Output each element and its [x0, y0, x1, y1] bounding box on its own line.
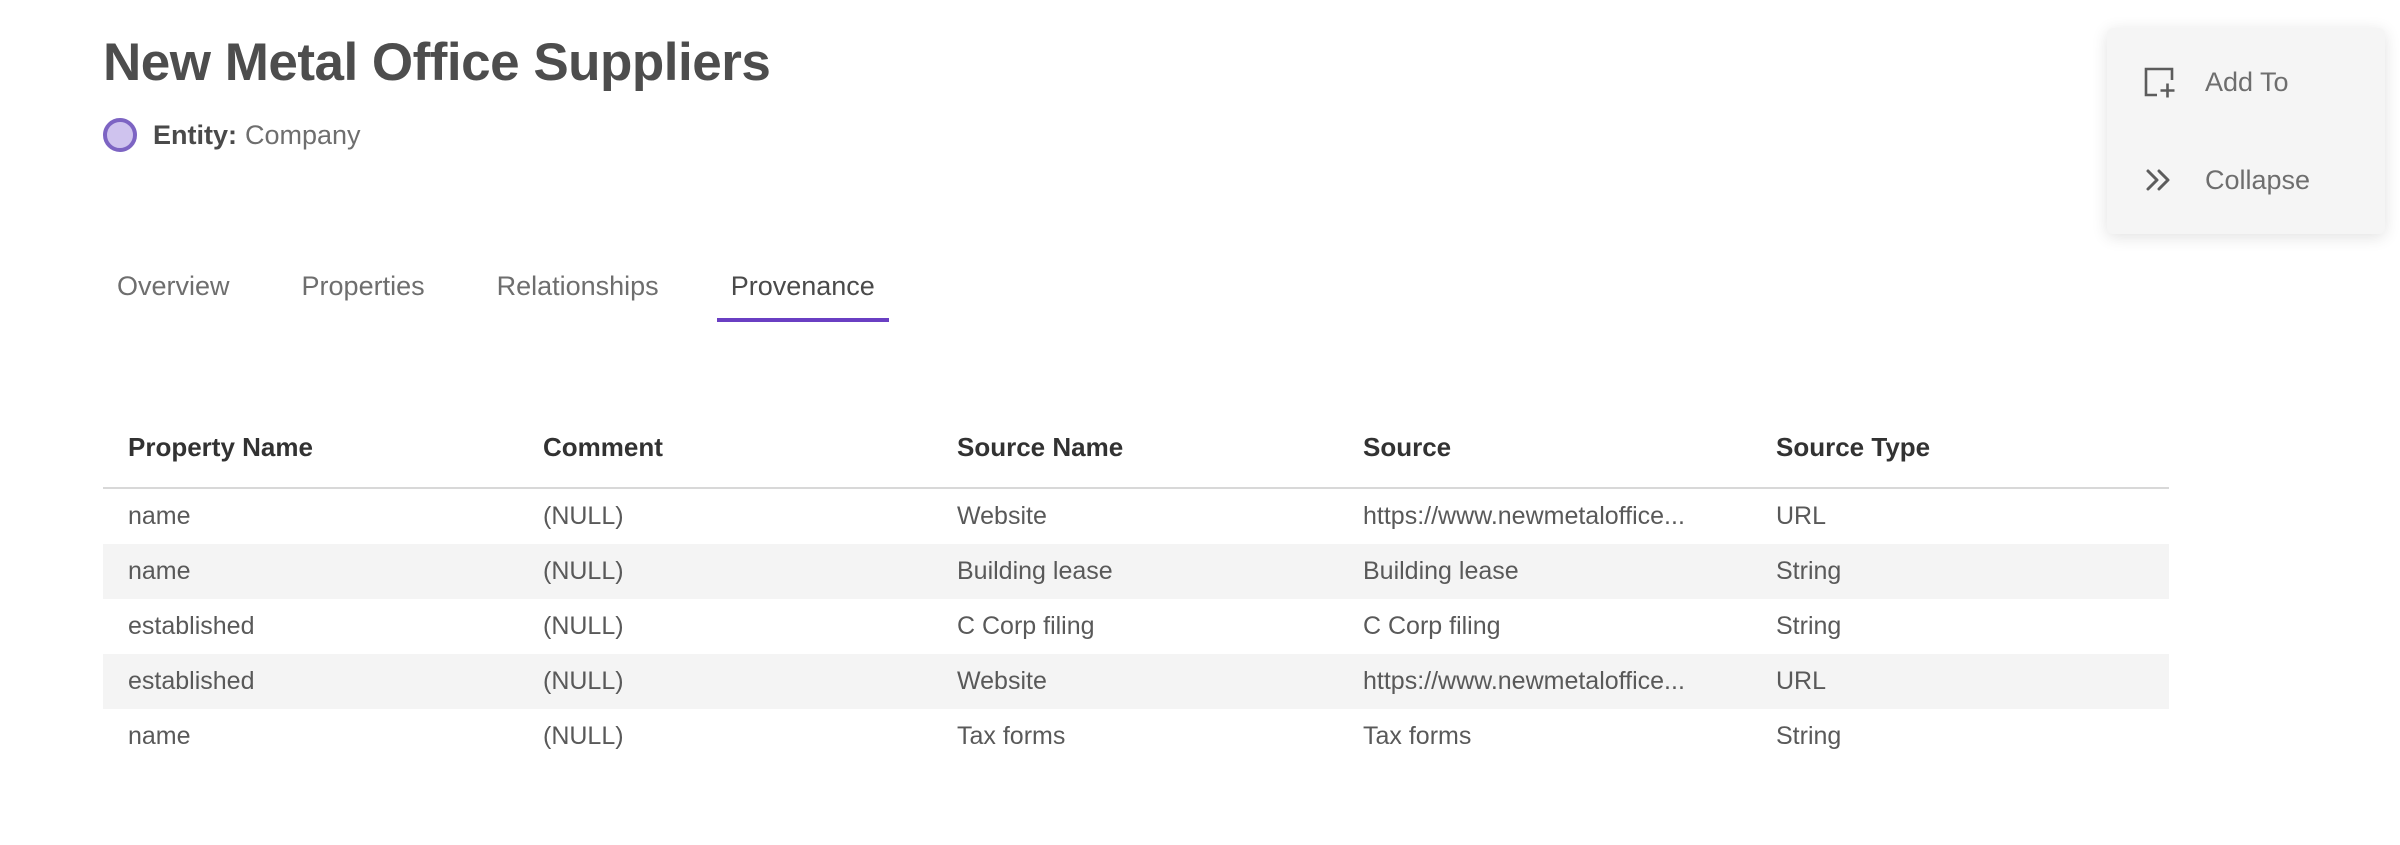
- cell-source-name: Tax forms: [957, 722, 1066, 750]
- provenance-table: Property Name Comment Source Name Source…: [103, 432, 2169, 764]
- entity-type-value: Company: [245, 119, 361, 150]
- cell-comment: (NULL): [543, 722, 624, 750]
- cell-source: C Corp filing: [1363, 612, 1501, 640]
- entity-detail-page: New Metal Office Suppliers Entity: Compan…: [103, 28, 2400, 764]
- tab-overview[interactable]: Overview: [117, 271, 230, 301]
- page-title: New Metal Office Suppliers: [103, 33, 771, 92]
- add-to-button[interactable]: Add To: [2141, 64, 2385, 100]
- column-header-source-type: Source Type: [1776, 432, 1931, 462]
- cell-comment: (NULL): [543, 612, 624, 640]
- tab-provenance[interactable]: Provenance: [716, 271, 889, 322]
- cell-comment: (NULL): [543, 667, 624, 695]
- add-to-label: Add To: [2205, 66, 2289, 97]
- double-chevron-right-icon: [2141, 162, 2177, 198]
- entity-label: Entity:: [153, 119, 237, 150]
- table-row[interactable]: established (NULL) Website https://www.n…: [103, 654, 2169, 709]
- cell-source-name: Building lease: [957, 557, 1113, 585]
- cell-source-name: Website: [957, 502, 1047, 530]
- cell-source: Building lease: [1363, 557, 1519, 585]
- cell-source: Tax forms: [1363, 722, 1472, 750]
- entity-type-row: Entity: Company: [103, 115, 2400, 155]
- collapse-label: Collapse: [2205, 164, 2311, 195]
- table-row[interactable]: name (NULL) Tax forms Tax forms String: [103, 709, 2169, 764]
- cell-comment: (NULL): [543, 557, 624, 585]
- table-row[interactable]: name (NULL) Building lease Building leas…: [103, 544, 2169, 599]
- cell-source: https://www.newmetaloffice...: [1363, 502, 1685, 530]
- square-plus-icon: [2141, 64, 2177, 100]
- cell-source-type: URL: [1776, 502, 1827, 530]
- column-header-comment: Comment: [543, 432, 663, 462]
- tab-relationships[interactable]: Relationships: [496, 271, 659, 301]
- cell-comment: (NULL): [543, 502, 624, 530]
- cell-property-name: name: [128, 502, 191, 530]
- tab-properties[interactable]: Properties: [301, 271, 425, 301]
- cell-source-name: C Corp filing: [957, 612, 1095, 640]
- column-header-source-name: Source Name: [957, 432, 1124, 462]
- entity-text: Entity: Company: [153, 120, 361, 151]
- cell-source-type: URL: [1776, 667, 1827, 695]
- cell-source-type: String: [1776, 612, 1842, 640]
- cell-source-type: String: [1776, 722, 1842, 750]
- cell-source-type: String: [1776, 557, 1842, 585]
- table-row[interactable]: established (NULL) C Corp filing C Corp …: [103, 599, 2169, 654]
- tab-bar: Overview Properties Relationships Proven…: [103, 271, 2400, 322]
- table-header-row: Property Name Comment Source Name Source…: [103, 432, 2169, 489]
- column-header-property-name: Property Name: [128, 432, 313, 462]
- cell-property-name: name: [128, 722, 191, 750]
- entity-circle-icon: [103, 118, 137, 152]
- cell-source: https://www.newmetaloffice...: [1363, 667, 1685, 695]
- cell-property-name: established: [128, 612, 255, 640]
- collapse-button[interactable]: Collapse: [2141, 162, 2385, 198]
- cell-property-name: established: [128, 667, 255, 695]
- cell-source-name: Website: [957, 667, 1047, 695]
- column-header-source: Source: [1363, 432, 1452, 462]
- action-panel: Add To Collapse: [2107, 28, 2385, 234]
- table-row[interactable]: name (NULL) Website https://www.newmetal…: [103, 489, 2169, 544]
- cell-property-name: name: [128, 557, 191, 585]
